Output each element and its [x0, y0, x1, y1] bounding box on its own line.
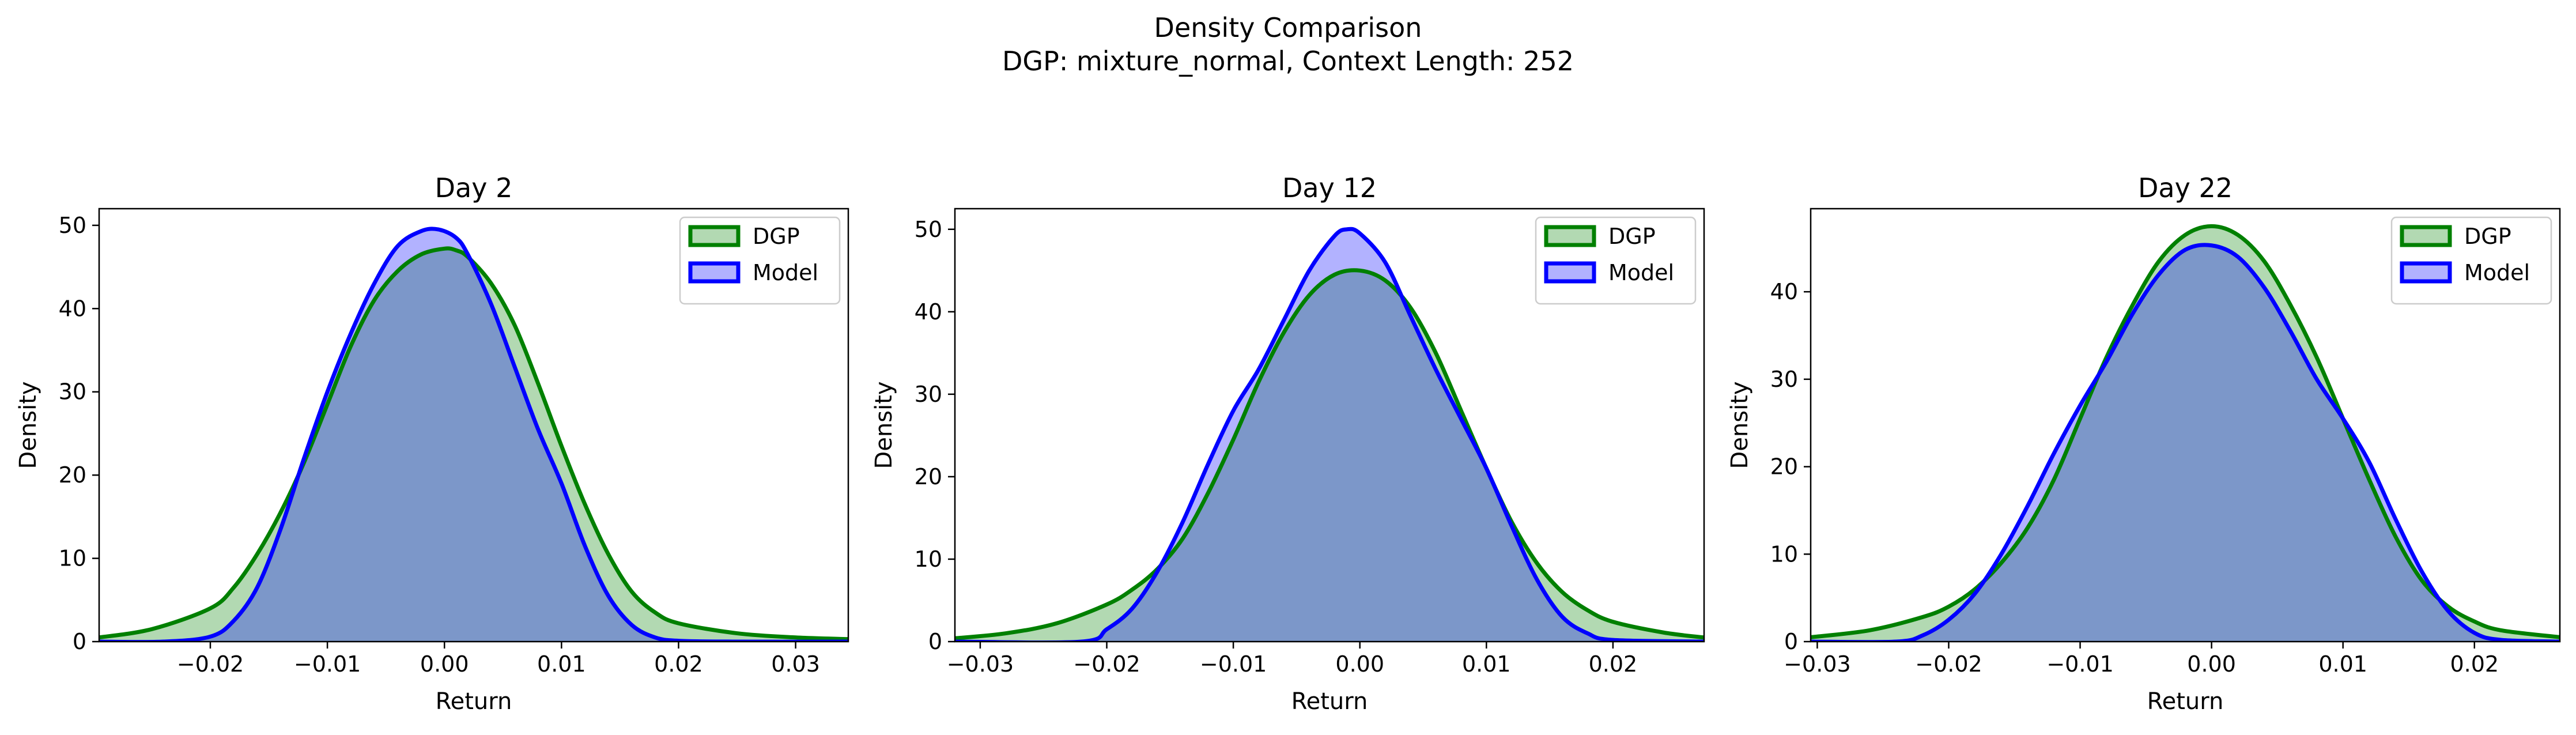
- y-tick-label: 20: [915, 464, 942, 489]
- x-tick-label: 0.01: [537, 651, 586, 677]
- y-tick-label: 0: [1784, 629, 1798, 654]
- x-tick-label: −0.03: [947, 651, 1014, 677]
- series-fill-dgp: [955, 270, 1704, 642]
- legend-label-model: Model: [1608, 260, 1674, 285]
- x-tick-label: −0.02: [1915, 651, 1982, 677]
- x-tick-label: −0.02: [177, 651, 244, 677]
- series-fill-model: [1811, 244, 2560, 642]
- y-tick-label: 30: [915, 382, 942, 407]
- x-axis-label: Return: [1291, 688, 1368, 715]
- series-fill-dgp: [1811, 226, 2560, 642]
- y-tick-label: 10: [59, 546, 86, 571]
- y-tick-label: 50: [915, 217, 942, 242]
- x-tick-label: −0.01: [2046, 651, 2113, 677]
- x-axis-label: Return: [2147, 688, 2224, 715]
- x-tick-label: 0.00: [1335, 651, 1384, 677]
- legend-label-dgp: DGP: [753, 224, 800, 249]
- series-line-model: [955, 227, 1704, 642]
- y-tick-label: 40: [59, 296, 86, 321]
- axes-frame: [98, 208, 849, 643]
- y-tick-label: 0: [928, 629, 942, 654]
- y-tick-label: 20: [1770, 454, 1798, 480]
- y-axis-label: Density: [871, 381, 897, 469]
- legend-label-model: Model: [2464, 260, 2530, 285]
- axes-frame: [954, 208, 1705, 643]
- legend: DGP Model: [2390, 216, 2552, 305]
- x-tick-label: −0.01: [294, 651, 361, 677]
- legend: DGP Model: [1535, 216, 1697, 305]
- legend-swatch-model: [688, 261, 741, 284]
- y-axis-label: Density: [15, 381, 41, 469]
- chart-panel-2: −0.03 −0.02 −0.01 0.00 0.01 0.02 0 10 20 30 40 50 Da…: [871, 172, 1705, 715]
- y-tick-label: 10: [915, 546, 942, 572]
- y-tick-label: 20: [59, 462, 86, 488]
- panel-title: Day 2: [435, 172, 513, 203]
- plot-area: [99, 227, 848, 642]
- series-line-dgp: [99, 246, 848, 642]
- x-tick-label: 0.01: [1462, 651, 1511, 677]
- series-fill-model: [99, 228, 848, 642]
- series-line-model: [1811, 243, 2560, 642]
- y-tick-label: 40: [915, 299, 942, 325]
- plot-area: [955, 227, 1704, 642]
- x-tick-label: 0.00: [420, 651, 469, 677]
- y-tick-label: 40: [1770, 279, 1798, 304]
- legend-swatch-dgp: [688, 225, 741, 247]
- chart-panel-3: −0.03 −0.02 −0.01 0.00 0.01 0.02 0 10 20 30 40 Day …: [1727, 172, 2561, 715]
- x-tick-label: −0.01: [1200, 651, 1267, 677]
- chart-panels: −0.02 −0.01 0.00 0.01 0.02 0.03 0 10 20 30 40 50 Day…: [15, 172, 2561, 715]
- figure-subtitle: DGP: mixture_normal, Context Length: 252: [1002, 46, 1574, 77]
- axes-frame: [1810, 208, 2561, 643]
- y-tick-label: 30: [59, 379, 86, 405]
- x-tick-label: 0.00: [2187, 651, 2236, 677]
- y-tick-label: 30: [1770, 367, 1798, 392]
- series-line-model: [99, 227, 848, 642]
- legend-swatch-model: [2400, 261, 2452, 284]
- x-tick-label: 0.02: [2450, 651, 2499, 677]
- legend-swatch-dgp: [1544, 225, 1596, 247]
- y-axis-label: Density: [1727, 381, 1753, 469]
- x-axis-label: Return: [436, 688, 512, 715]
- x-tick-label: 0.03: [771, 651, 820, 677]
- legend-swatch-dgp: [2400, 225, 2452, 247]
- plot-area: [1811, 224, 2560, 642]
- y-tick-label: 10: [1770, 541, 1798, 567]
- legend: DGP Model: [679, 216, 841, 305]
- legend-label-model: Model: [753, 260, 818, 285]
- x-tick-label: −0.03: [1784, 651, 1850, 677]
- series-fill-dgp: [99, 248, 848, 642]
- figure-title: Density Comparison: [1154, 12, 1422, 43]
- panel-title: Day 12: [1282, 172, 1377, 203]
- legend-swatch-model: [1544, 261, 1596, 284]
- y-tick-label: 0: [73, 629, 86, 654]
- panel-title: Day 22: [2138, 172, 2233, 203]
- chart-panel-1: −0.02 −0.01 0.00 0.01 0.02 0.03 0 10 20 30 40 50 Day…: [15, 172, 849, 715]
- y-tick-label: 50: [59, 213, 86, 238]
- series-line-dgp: [955, 268, 1704, 640]
- legend-label-dgp: DGP: [2464, 224, 2511, 249]
- x-tick-label: −0.02: [1073, 651, 1140, 677]
- x-tick-label: 0.02: [654, 651, 703, 677]
- x-tick-label: 0.01: [2318, 651, 2367, 677]
- x-tick-label: 0.02: [1589, 651, 1638, 677]
- legend-label-dgp: DGP: [1608, 224, 1656, 249]
